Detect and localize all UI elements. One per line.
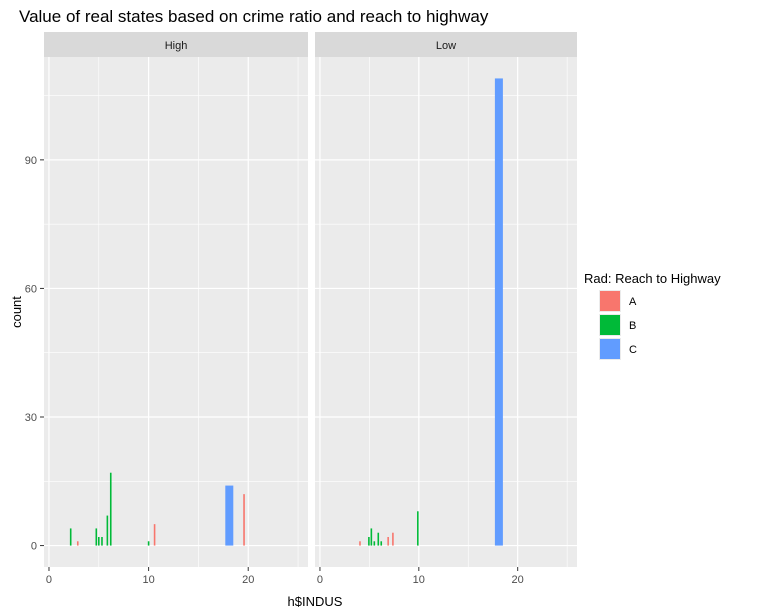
bar-b [377, 532, 380, 546]
facet-panels: High Low [44, 32, 577, 567]
x-tick-label: 10 [142, 574, 154, 586]
bar-a [392, 532, 394, 546]
panel-background [315, 57, 577, 567]
y-tick-label: 30 [25, 412, 37, 424]
facet-panel-high: High [44, 32, 308, 567]
y-axis: 0 30 60 90 [25, 155, 44, 553]
chart-title: Value of real states based on crime rati… [19, 7, 489, 26]
bar-c [225, 485, 234, 546]
x-tick-label: 20 [512, 574, 524, 586]
bar-a [76, 541, 79, 546]
bar-a [243, 494, 245, 546]
bar-b [109, 472, 112, 546]
y-tick-label: 0 [31, 541, 37, 553]
bar-a [387, 537, 389, 546]
x-tick-label: 0 [46, 574, 52, 586]
facet-strip-label: High [165, 40, 188, 52]
facet-panel-low: Low [315, 32, 577, 567]
y-axis-title: count [9, 296, 24, 328]
x-tick-label: 0 [317, 574, 323, 586]
legend-label: A [629, 296, 637, 308]
legend-swatch-b [600, 315, 620, 335]
legend-label: B [629, 320, 636, 332]
bar-c [494, 78, 503, 546]
x-axis: 0 10 20 0 10 20 [46, 567, 524, 586]
legend-swatch-a [600, 291, 620, 311]
bar-b [417, 511, 419, 546]
bar-b [147, 541, 150, 546]
bar-b [370, 528, 373, 546]
bar-b [368, 537, 370, 546]
bar-b [69, 528, 72, 546]
y-tick-label: 60 [25, 283, 37, 295]
bar-b [373, 541, 376, 546]
bar-a [359, 541, 361, 546]
x-tick-label: 10 [413, 574, 425, 586]
x-axis-title: h$INDUS [288, 594, 343, 609]
facet-strip-label: Low [436, 40, 456, 52]
bar-b [106, 515, 109, 546]
bar-b [101, 537, 103, 546]
legend-swatch-c [600, 339, 620, 359]
bar-b [95, 528, 98, 546]
legend-title: Rad: Reach to Highway [584, 271, 721, 286]
x-tick-label: 20 [242, 574, 254, 586]
bar-b [380, 541, 383, 546]
facet-strip [315, 32, 577, 57]
legend-label: C [629, 344, 637, 356]
bar-a [153, 524, 156, 546]
legend: Rad: Reach to Highway ABC [584, 271, 721, 360]
facet-strip [44, 32, 308, 57]
panel-background [44, 57, 308, 567]
bar-b [97, 537, 100, 546]
y-tick-label: 90 [25, 155, 37, 167]
